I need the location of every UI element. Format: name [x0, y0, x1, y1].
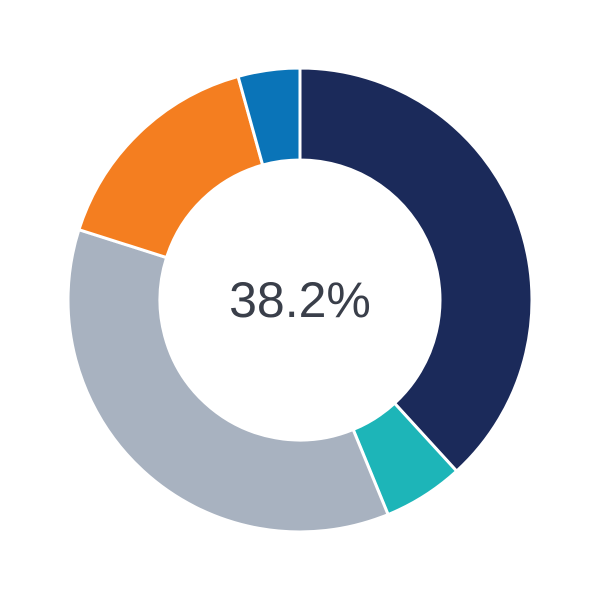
donut-segment	[66, 227, 391, 534]
donut-segment	[298, 66, 534, 474]
donut-segment	[236, 66, 302, 167]
center-label: 38.2%	[229, 272, 371, 328]
donut-segment	[77, 74, 265, 260]
